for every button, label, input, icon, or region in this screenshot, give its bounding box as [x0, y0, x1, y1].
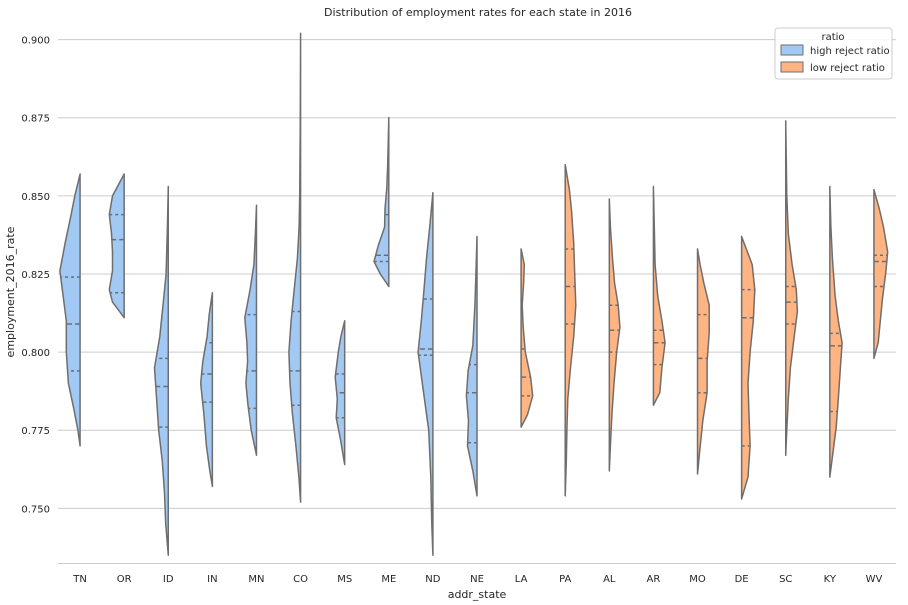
y-tick-label: 0.900 [21, 36, 50, 47]
x-axis-ticks: TN OR ID IN MN CO MS ME ND NE LA PA AL AR MO DE SC KY WV [72, 574, 882, 585]
legend-title: ratio [821, 32, 844, 43]
violin-al [608, 198, 621, 472]
legend: ratio high reject ratio low reject ratio [774, 27, 893, 80]
x-tick-label: CO [293, 574, 308, 585]
violin-id [153, 185, 170, 556]
legend-label-low-reject: low reject ratio [810, 63, 885, 74]
x-tick-label: MN [248, 574, 264, 585]
violin-body [59, 173, 81, 447]
x-tick-label: WV [866, 574, 883, 585]
x-tick-label: AR [647, 574, 661, 585]
y-tick-label: 0.775 [21, 426, 50, 437]
violin-body [652, 185, 666, 406]
violin-la [520, 248, 534, 428]
violin-in [199, 291, 214, 488]
legend-box [774, 27, 893, 80]
chart-title: Distribution of employment rates for eac… [324, 6, 632, 19]
x-tick-label: ID [163, 574, 174, 585]
y-tick-label: 0.875 [21, 114, 50, 125]
x-tick-label: SC [779, 574, 792, 585]
violin-body [784, 120, 799, 456]
violin-ms [334, 320, 346, 466]
violin-co [288, 32, 302, 503]
violin-body [244, 204, 258, 456]
x-tick-label: NE [470, 574, 484, 585]
y-tick-label: 0.800 [21, 348, 50, 359]
x-tick-label: ME [381, 574, 396, 585]
violin-body [199, 291, 214, 488]
x-tick-label: MS [337, 574, 352, 585]
violin-body [373, 116, 390, 288]
violin-de [740, 235, 756, 500]
y-tick-label: 0.825 [21, 270, 50, 281]
x-tick-label: MO [689, 574, 706, 585]
violin-pa [564, 163, 577, 497]
violin-tn [59, 173, 81, 447]
violin-body [288, 32, 302, 503]
violin-or [108, 173, 125, 319]
violin-body [465, 235, 478, 497]
violin-body [417, 191, 434, 556]
x-axis-label: addr_state [448, 588, 507, 601]
y-axis-label: employment_2016_rate [4, 226, 17, 357]
x-tick-label: KY [824, 574, 837, 585]
violin-mn [244, 204, 258, 456]
legend-label-high-reject: high reject ratio [810, 46, 890, 57]
violin-body [608, 198, 621, 472]
violin-body [108, 173, 125, 319]
violin-body [696, 248, 710, 475]
violin-mo [696, 248, 710, 475]
violin-body [873, 188, 889, 360]
x-tick-label: IN [207, 574, 217, 585]
violin-body [564, 163, 577, 497]
violin-body [740, 235, 756, 500]
x-tick-label: OR [117, 574, 132, 585]
x-tick-label: TN [72, 574, 87, 585]
x-tick-label: PA [559, 574, 571, 585]
violins [59, 32, 889, 556]
violin-body [153, 185, 170, 556]
violin-sc [784, 120, 799, 456]
violin-body [520, 248, 534, 428]
violin-wv [873, 188, 889, 360]
violin-body [829, 185, 843, 478]
violin-me [373, 116, 390, 288]
violin-nd [417, 191, 434, 556]
legend-swatch-high-reject [780, 44, 804, 56]
y-axis-ticks: 0.750 0.775 0.800 0.825 0.850 0.875 0.900 [21, 36, 50, 516]
violin-ne [465, 235, 478, 497]
violin-ar [652, 185, 666, 406]
violin-ky [829, 185, 843, 478]
y-tick-label: 0.750 [21, 504, 50, 515]
x-tick-label: ND [425, 574, 440, 585]
legend-swatch-low-reject [780, 61, 804, 73]
x-tick-label: AL [603, 574, 616, 585]
x-tick-label: DE [735, 574, 749, 585]
y-tick-label: 0.850 [21, 192, 50, 203]
x-tick-label: LA [515, 574, 528, 585]
